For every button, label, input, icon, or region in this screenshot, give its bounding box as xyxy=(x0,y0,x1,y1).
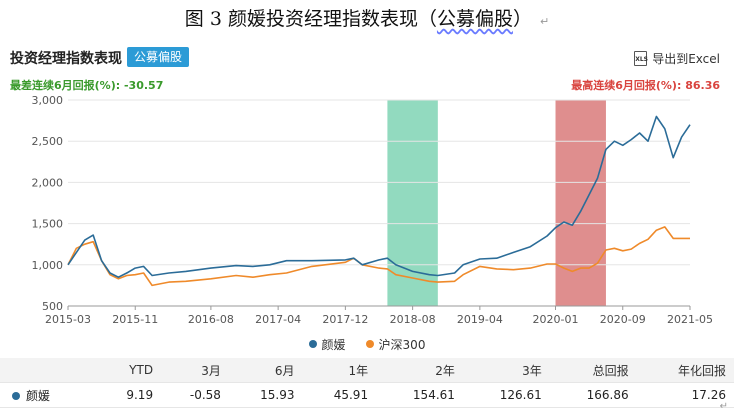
best-label: 最高连续6月回报(%): xyxy=(571,79,682,92)
legend-item-yan[interactable]: 颜媛 xyxy=(308,336,346,353)
index-line-chart: 500 1,000 1,500 2,000 2,500 3,000 2015-03 2015-… xyxy=(0,94,734,330)
x-tick-label: 2020-01 xyxy=(533,313,579,326)
x-tick-label: 2017-04 xyxy=(255,313,301,326)
table-header-row: YTD 3月 6月 1年 2年 3年 总回报 年化回报 xyxy=(0,358,734,383)
legend-label: 颜媛 xyxy=(321,337,346,352)
column-header: 3年 xyxy=(462,358,550,383)
table-cell: 17.26 xyxy=(636,382,734,408)
x-tick-label: 2019-04 xyxy=(457,313,503,326)
return-mark: ↵ xyxy=(719,401,728,412)
x-tick-label: 2015-03 xyxy=(45,313,91,326)
legend-label: 沪深300 xyxy=(378,337,426,352)
export-excel-button[interactable]: XLS 导出到Excel xyxy=(634,49,720,67)
table-cell: 45.91 xyxy=(302,382,377,408)
series-dot-icon xyxy=(12,392,20,400)
row-name-cell: 颜媛 xyxy=(0,382,101,408)
export-label: 导出到Excel xyxy=(652,51,720,66)
y-tick-label: 1,000 xyxy=(32,259,64,272)
chart-legend: 颜媛 沪深300 xyxy=(0,336,734,352)
column-header: 2年 xyxy=(376,358,463,383)
x-tick-label: 2017-12 xyxy=(322,313,368,326)
best-value: 86.36 xyxy=(685,79,720,92)
y-tick-label: 3,000 xyxy=(32,94,64,107)
legend-item-hs300[interactable]: 沪深300 xyxy=(365,336,426,353)
x-tick-label: 2020-09 xyxy=(600,313,646,326)
table-row: 颜媛 9.19 -0.58 15.93 45.91 154.61 126.61 … xyxy=(0,382,734,408)
y-tick-label: 500 xyxy=(42,300,63,313)
column-header: 6月 xyxy=(228,358,303,383)
panel-header: 投资经理指数表现 公募偏股 XLS 导出到Excel xyxy=(0,44,734,70)
legend-dot-icon xyxy=(365,340,374,348)
legend-dot-icon xyxy=(308,340,317,348)
table-cell: 154.61 xyxy=(376,382,463,408)
x-tick-label: 2016-08 xyxy=(188,313,234,326)
column-header: 年化回报 xyxy=(636,358,734,383)
y-tick-label: 2,500 xyxy=(32,135,64,148)
panel-title: 投资经理指数表现 xyxy=(10,51,122,67)
caption-underlined: 公募偏股 xyxy=(436,8,513,30)
x-tick-label: 2021-05 xyxy=(667,313,713,326)
table-cell: 9.19 xyxy=(100,382,162,408)
table-cell: 15.93 xyxy=(228,382,303,408)
xls-file-icon: XLS xyxy=(634,50,648,66)
return-mark: ↵ xyxy=(539,15,550,28)
returns-table: YTD 3月 6月 1年 2年 3年 总回报 年化回报 颜媛 9.19 -0.5… xyxy=(0,358,734,408)
column-header: YTD xyxy=(100,358,162,383)
table-cell: 126.61 xyxy=(462,382,550,408)
best-period-band xyxy=(555,100,606,306)
column-header xyxy=(0,358,101,383)
worst-label: 最差连续6月回报(%): xyxy=(10,79,121,92)
best-6m-return: 最高连续6月回报(%): 86.36 xyxy=(571,77,720,93)
table-cell: 166.86 xyxy=(549,382,637,408)
table-cell: -0.58 xyxy=(161,382,229,408)
x-tick-label: 2018-08 xyxy=(390,313,436,326)
column-header: 总回报 xyxy=(549,358,637,383)
worst-value: -30.57 xyxy=(123,79,164,92)
column-header: 1年 xyxy=(302,358,377,383)
category-tag[interactable]: 公募偏股 xyxy=(127,47,190,67)
column-header: 3月 xyxy=(161,358,229,383)
row-name: 颜媛 xyxy=(26,388,51,403)
figure-caption: 图 3 颜媛投资经理指数表现（公募偏股） ↵ xyxy=(0,4,734,34)
caption-prefix: 图 3 颜媛投资经理指数表现（ xyxy=(184,8,437,30)
series-line-hs300 xyxy=(67,226,690,287)
x-tick-label: 2015-11 xyxy=(112,313,158,326)
chart-svg: 500 1,000 1,500 2,000 2,500 3,000 2015-03 2015-… xyxy=(32,94,713,326)
caption-suffix: ） xyxy=(512,8,532,30)
series-line-yan xyxy=(67,115,691,278)
y-tick-label: 1,500 xyxy=(32,218,64,231)
worst-6m-return: 最差连续6月回报(%): -30.57 xyxy=(10,77,163,93)
y-tick-label: 2,000 xyxy=(32,176,64,189)
